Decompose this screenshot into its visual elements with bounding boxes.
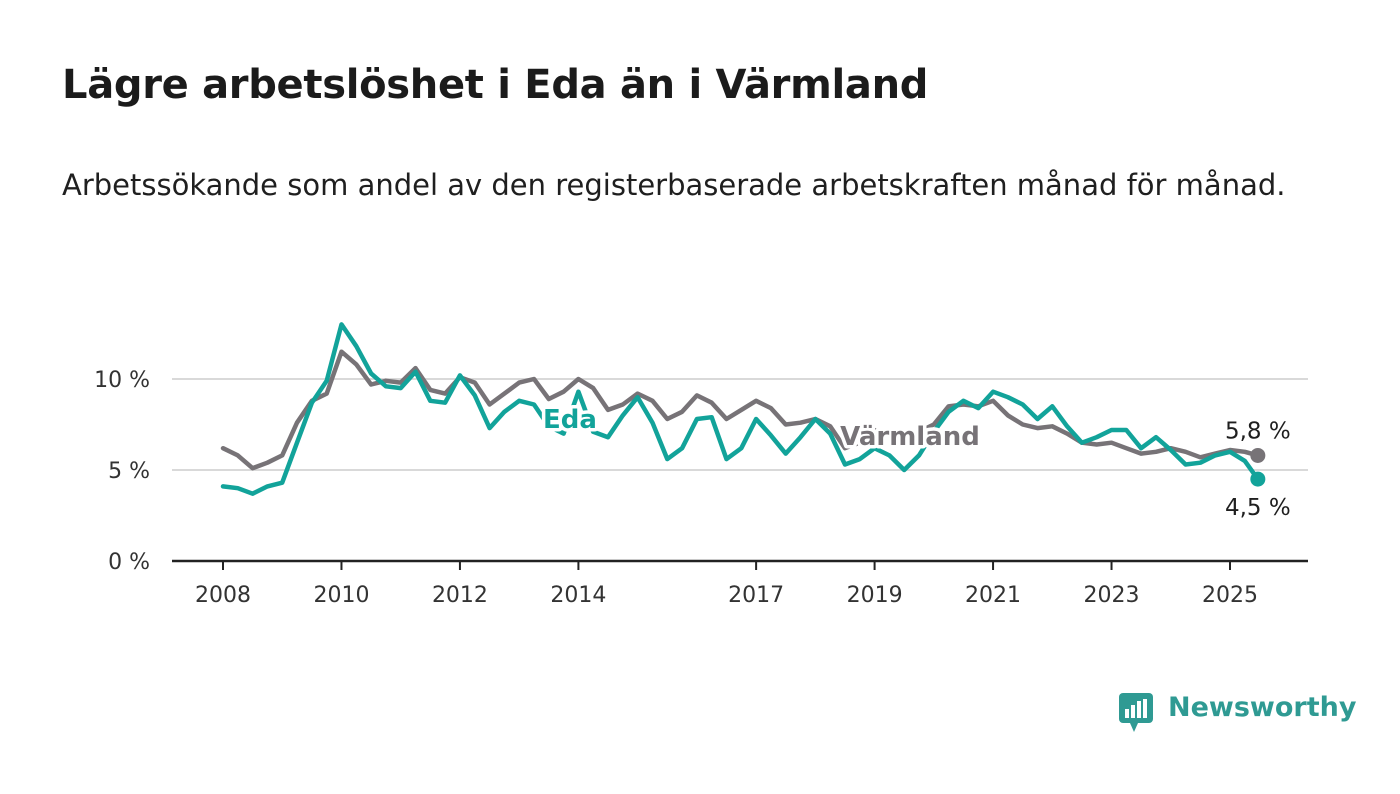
series-line-eda	[220, 322, 1261, 496]
y-tick-label: 0 %	[108, 550, 150, 575]
series-labels: Eda Värmland 5,8 % 4,5 %	[540, 402, 1294, 524]
x-tick-label: 2012	[432, 583, 488, 608]
x-tick-label: 2023	[1084, 583, 1140, 608]
y-axis: 0 % 5 % 10 %	[94, 368, 150, 575]
y-tick-label: 5 %	[108, 459, 150, 484]
gridlines	[172, 378, 1308, 471]
x-tick-label: 2010	[313, 583, 369, 608]
x-tick-label: 2017	[728, 583, 784, 608]
x-tick-label: 2008	[195, 583, 251, 608]
series-lines	[220, 322, 1266, 496]
x-tick-label: 2019	[847, 583, 903, 608]
series-name-label: Värmland	[840, 422, 980, 452]
series-end-marker	[1250, 471, 1266, 487]
y-tick-label: 10 %	[94, 368, 150, 393]
chart-subtitle: Arbetssökande som andel av den registerb…	[62, 168, 1286, 202]
chart-title: Lägre arbetslöshet i Eda än i Värmland	[62, 62, 929, 108]
x-tick-label: 2025	[1202, 583, 1258, 608]
series-end-value-label: 5,8 %	[1225, 418, 1291, 444]
newsworthy-logo: Newsworthy	[1118, 688, 1356, 738]
newsworthy-icon	[1119, 693, 1153, 732]
series-line-vrmland	[220, 349, 1261, 471]
x-tick-label: 2021	[965, 583, 1021, 608]
brand-name: Newsworthy	[1168, 692, 1357, 723]
series-end-marker	[1250, 447, 1266, 463]
x-tick-label: 2014	[550, 583, 606, 608]
series-end-value-label: 4,5 %	[1225, 495, 1291, 521]
series-name-label: Eda	[543, 405, 597, 435]
x-axis: 2008 2010 2012 2014 2017 2019 2021 2023 2025	[172, 559, 1308, 608]
